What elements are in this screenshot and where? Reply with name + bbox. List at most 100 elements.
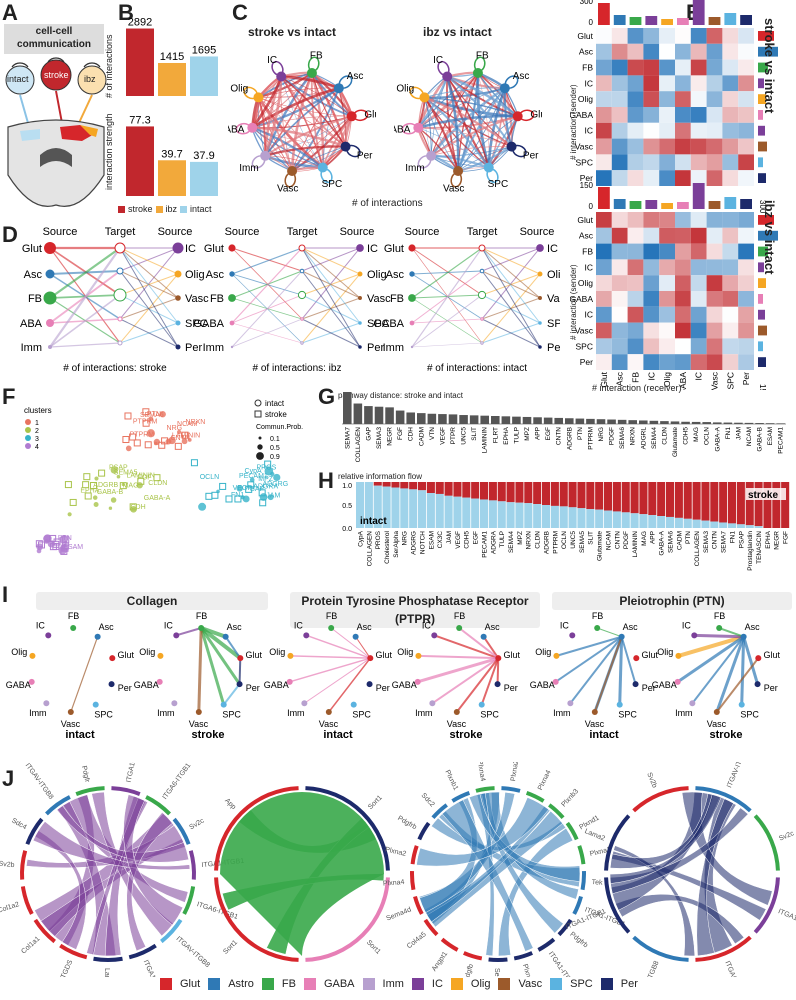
e1-cell bbox=[627, 138, 644, 155]
f-point-square bbox=[122, 436, 130, 444]
f-word: PTPRM bbox=[130, 432, 155, 439]
e1-cell bbox=[706, 75, 723, 92]
c1-edge bbox=[252, 115, 352, 129]
e1-top-bar-0 bbox=[598, 3, 610, 25]
j-legend-label-olig: Olig bbox=[470, 978, 491, 990]
h-bar-stroke-47 bbox=[772, 482, 781, 528]
e-col-label-2: FB bbox=[631, 372, 641, 383]
c2-label-Asc: Asc bbox=[513, 71, 530, 82]
j-ring-seg-2 bbox=[475, 786, 495, 793]
d-target-node bbox=[480, 341, 484, 345]
h-bar-stroke-29 bbox=[612, 482, 621, 512]
e1-cell bbox=[722, 170, 739, 186]
e1-top-bar-3 bbox=[645, 16, 658, 25]
f-point bbox=[267, 494, 274, 501]
e2-cell bbox=[643, 243, 660, 260]
e2-row-label-4: Olig bbox=[578, 278, 593, 288]
h-label-intact: intact bbox=[360, 516, 387, 527]
e2-cell bbox=[675, 227, 691, 244]
g-bar-NEGR bbox=[385, 407, 394, 424]
j-legend-swatch-ic bbox=[411, 978, 424, 990]
d-source-right-0: Source bbox=[158, 226, 193, 238]
d-edge bbox=[119, 247, 179, 299]
e1-cell bbox=[627, 154, 644, 171]
j-label-2-0: Plxna2 bbox=[510, 762, 520, 782]
e1-cell bbox=[722, 75, 739, 92]
g-bar-PTN bbox=[575, 418, 585, 424]
i-node-label-FB: FB bbox=[68, 611, 80, 621]
i-title-ptpr: Protein Tyrosine Phosphatase Receptor (P… bbox=[290, 592, 540, 628]
e1-cell bbox=[706, 91, 723, 107]
h-bar-intact-32 bbox=[639, 514, 648, 528]
i-node-Glut bbox=[755, 655, 762, 662]
e2-cell bbox=[738, 243, 754, 260]
c2-node-GABA bbox=[413, 122, 424, 133]
d-target-node bbox=[300, 317, 304, 321]
i-node-IC bbox=[569, 632, 576, 639]
i-edge bbox=[431, 657, 499, 705]
j-ring-seg-2 bbox=[548, 803, 565, 820]
j-ring-seg-2 bbox=[423, 918, 439, 937]
i-node-label-Imm: Imm bbox=[553, 708, 571, 718]
e2-cell bbox=[706, 354, 723, 370]
b-ylabel-top: # of interactions bbox=[104, 34, 114, 98]
f-point bbox=[198, 502, 207, 511]
g-tick-33: MAG bbox=[693, 427, 700, 442]
h-tick-7: NOTCH bbox=[419, 531, 426, 554]
c1-node-GABA bbox=[247, 122, 258, 133]
j-label-1-1: Sort1 bbox=[365, 939, 382, 956]
e2-cell bbox=[738, 212, 754, 228]
i-node-GABA bbox=[28, 678, 35, 685]
h-tick-5: NRG bbox=[402, 531, 409, 545]
e2-cell bbox=[738, 259, 754, 276]
j-label-3-4: ITGAV-ITGB8 bbox=[638, 960, 661, 977]
h-bar-stroke-39 bbox=[701, 482, 710, 521]
f-point bbox=[146, 429, 155, 438]
d-right-label-Olig: Olig bbox=[185, 269, 205, 281]
e1-cell bbox=[738, 28, 754, 44]
i-edge bbox=[290, 655, 371, 659]
h-bar-stroke-14 bbox=[480, 482, 489, 500]
i-node-label-SPC: SPC bbox=[352, 710, 371, 720]
h-tick-29: CNTN bbox=[614, 531, 621, 549]
j-ring-seg-2 bbox=[525, 791, 545, 803]
e2-cell bbox=[675, 212, 691, 228]
i-node-Per bbox=[366, 681, 373, 688]
i-label-0: intact bbox=[65, 729, 95, 741]
e1-row-label-1: Asc bbox=[579, 47, 594, 57]
j-label-2-11: Pdgfb bbox=[463, 963, 475, 977]
d-target-node bbox=[114, 242, 126, 254]
c2-node-Imm bbox=[426, 150, 437, 161]
e1-tick-zero: 0 bbox=[589, 18, 594, 27]
g-bar-FN1 bbox=[723, 422, 733, 424]
f-point-square bbox=[124, 412, 132, 420]
d-right-label-SPC: SPC bbox=[185, 318, 208, 330]
d-left-label-GABA: GABA bbox=[373, 318, 404, 330]
f-legend-label-3: 4 bbox=[35, 444, 39, 451]
i-node-label-Asc: Asc bbox=[485, 622, 501, 632]
e2-cell bbox=[643, 275, 660, 291]
f-word: ADGRB bbox=[93, 482, 118, 489]
j-label-3-6: Lama2 bbox=[583, 828, 606, 843]
e2-side-bar-5 bbox=[758, 294, 763, 304]
j-ring-seg-0 bbox=[188, 850, 196, 880]
f-word: CDH bbox=[130, 504, 145, 511]
h-bar-stroke-31 bbox=[630, 482, 639, 514]
j-legend-swatch-spc bbox=[550, 978, 563, 990]
e2-cell bbox=[611, 322, 628, 339]
brain-outline bbox=[7, 119, 105, 207]
e2-cell bbox=[643, 322, 660, 339]
j-label-3-1: Sv2c bbox=[778, 830, 796, 843]
h-tick-24: UNC5 bbox=[570, 531, 577, 549]
i-node-Asc bbox=[222, 633, 229, 640]
f-point bbox=[181, 438, 188, 445]
i-edge bbox=[417, 656, 499, 684]
e1-row-label-2: FB bbox=[582, 63, 593, 73]
e1-cell bbox=[627, 59, 644, 76]
panel-a-title: cell-cell communication bbox=[17, 26, 91, 50]
h-tick-43: PSAP bbox=[738, 531, 745, 548]
g-tick-1: COLLAGEN bbox=[355, 427, 362, 463]
d-right-label-Per: Per bbox=[547, 342, 560, 354]
h-bar-intact-28 bbox=[604, 510, 613, 528]
e-col-label-7: Vasc bbox=[710, 371, 720, 390]
